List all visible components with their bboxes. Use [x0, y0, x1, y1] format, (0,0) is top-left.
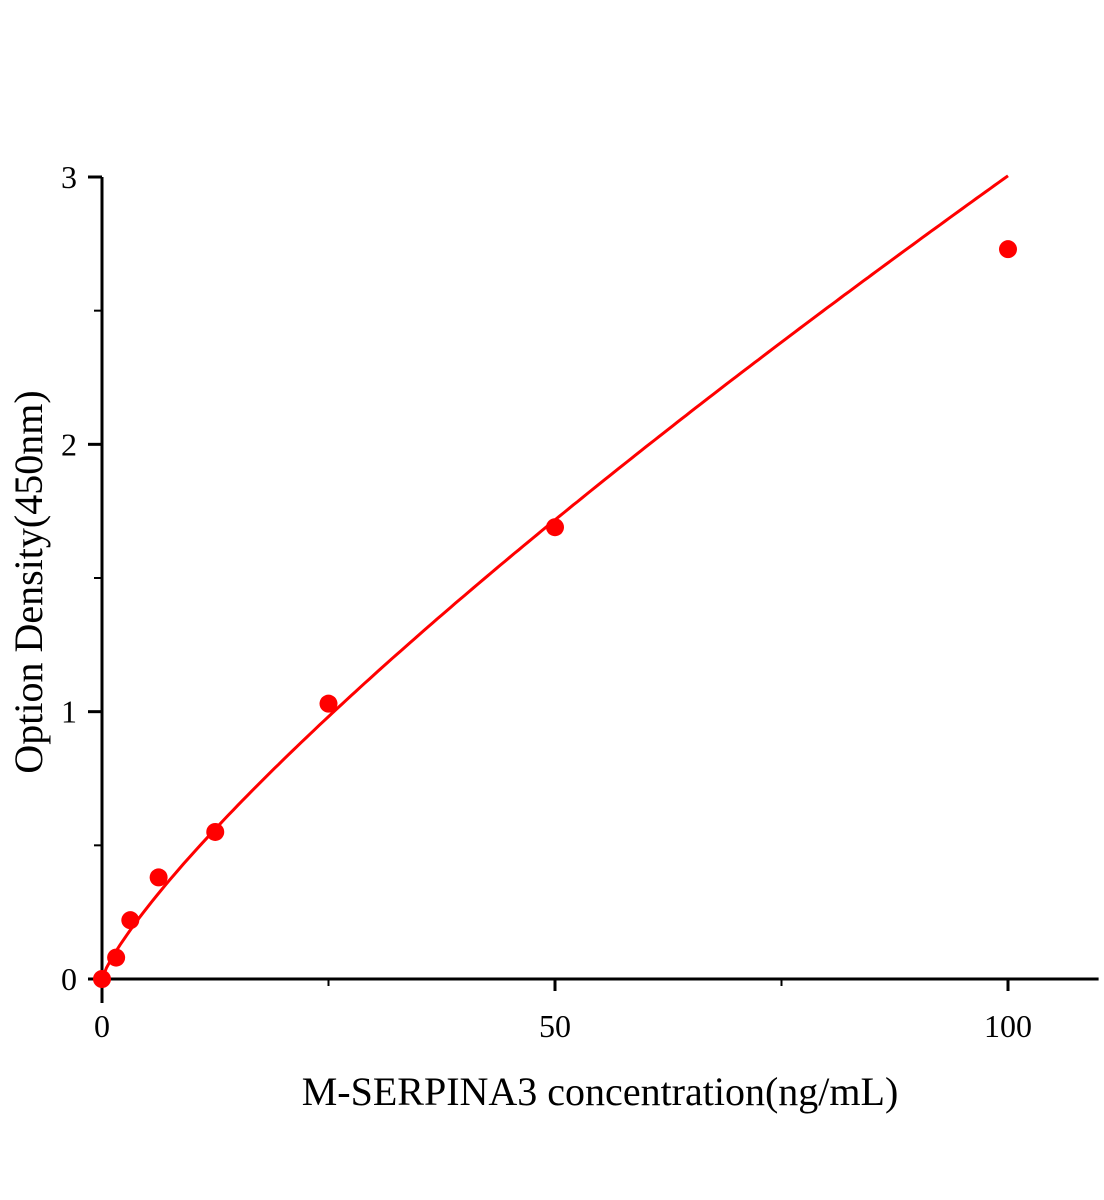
data-point: [121, 911, 140, 930]
y-tick-label: 1: [61, 694, 77, 730]
x-tick-label: 100: [984, 1008, 1032, 1044]
data-point: [107, 948, 126, 967]
axes: [88, 175, 1099, 1003]
fit-curve: [100, 174, 1009, 980]
data-points: [93, 240, 1017, 988]
y-tick-label: 0: [61, 961, 77, 997]
y-axis-label: Option Density(450nm): [6, 390, 51, 773]
x-tick-label: 50: [539, 1008, 571, 1044]
x-axis-label: M-SERPINA3 concentration(ng/mL): [302, 1069, 899, 1114]
data-point: [319, 694, 338, 713]
data-point: [206, 822, 225, 841]
data-point: [999, 240, 1017, 259]
data-point: [149, 868, 168, 887]
y-tick-label: 3: [61, 159, 77, 195]
x-tick-label: 0: [94, 1008, 110, 1044]
tick-labels: 0 50 100 0 1 2 3: [61, 159, 1032, 1044]
data-point: [93, 970, 111, 988]
y-tick-label: 2: [61, 426, 77, 462]
data-point: [546, 518, 564, 537]
